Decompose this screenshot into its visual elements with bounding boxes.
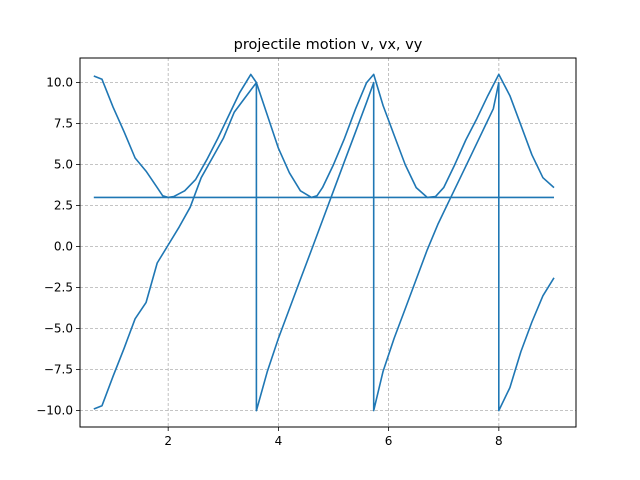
tick-layer: 2 4 6 8 −10.0 −7.5 −5.0 −2.5 0.0 2.5 5.0 7.5 10.0 — [36, 76, 502, 448]
series-line-2 — [93, 81, 555, 412]
x-tick-label: 6 — [385, 434, 393, 448]
x-tick-label: 8 — [495, 434, 503, 448]
plot-frame — [79, 57, 577, 428]
y-tick-label: −10.0 — [36, 404, 73, 418]
y-tick-label: 0.0 — [54, 240, 73, 254]
y-tick-label: 10.0 — [46, 76, 73, 90]
series-line-0 — [93, 73, 555, 199]
series-layer — [93, 73, 555, 412]
y-tick-label: 2.5 — [54, 199, 73, 213]
y-tick-label: −7.5 — [44, 363, 73, 377]
y-tick-label: −5.0 — [44, 322, 73, 336]
x-tick-label: 2 — [164, 434, 172, 448]
grid-layer — [80, 58, 576, 427]
y-tick-label: 7.5 — [54, 117, 73, 131]
chart-title: projectile motion v, vx, vy — [234, 37, 423, 53]
x-tick-label: 4 — [275, 434, 283, 448]
y-tick-label: 5.0 — [54, 158, 73, 172]
y-tick-label: −2.5 — [44, 281, 73, 295]
